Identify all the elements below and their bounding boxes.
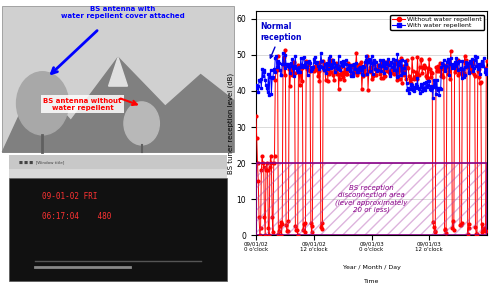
Text: 06:17:04    480: 06:17:04 480 (43, 212, 112, 221)
Legend: Without water repellent, With water repellent: Without water repellent, With water repe… (391, 15, 484, 30)
Bar (9, 169, 227, 178)
Text: BS antenna with
water repellent cover attached: BS antenna with water repellent cover at… (61, 6, 184, 19)
Text: Normal
reception: Normal reception (260, 22, 302, 58)
Text: ■ ■ ■  [Window title]: ■ ■ ■ [Window title] (19, 160, 64, 164)
Bar (256, 163, 487, 235)
Bar (2, 6, 234, 152)
Text: BS reception
disconnection area
(level approximately
20 or less): BS reception disconnection area (level a… (335, 185, 408, 213)
Bar (9, 178, 227, 281)
Circle shape (124, 102, 160, 145)
Text: BS antenna without
water repellent: BS antenna without water repellent (43, 98, 122, 110)
Text: 09-01-02 FRI: 09-01-02 FRI (43, 192, 98, 201)
Bar (256, 163, 487, 235)
Bar (9, 155, 227, 169)
Text: Time: Time (364, 279, 379, 284)
Polygon shape (108, 57, 128, 86)
Y-axis label: BS tuner reception level (dB): BS tuner reception level (dB) (227, 73, 234, 174)
Circle shape (16, 72, 69, 135)
Polygon shape (2, 57, 234, 152)
Polygon shape (28, 80, 43, 100)
Text: Year / Month / Day: Year / Month / Day (343, 265, 401, 270)
